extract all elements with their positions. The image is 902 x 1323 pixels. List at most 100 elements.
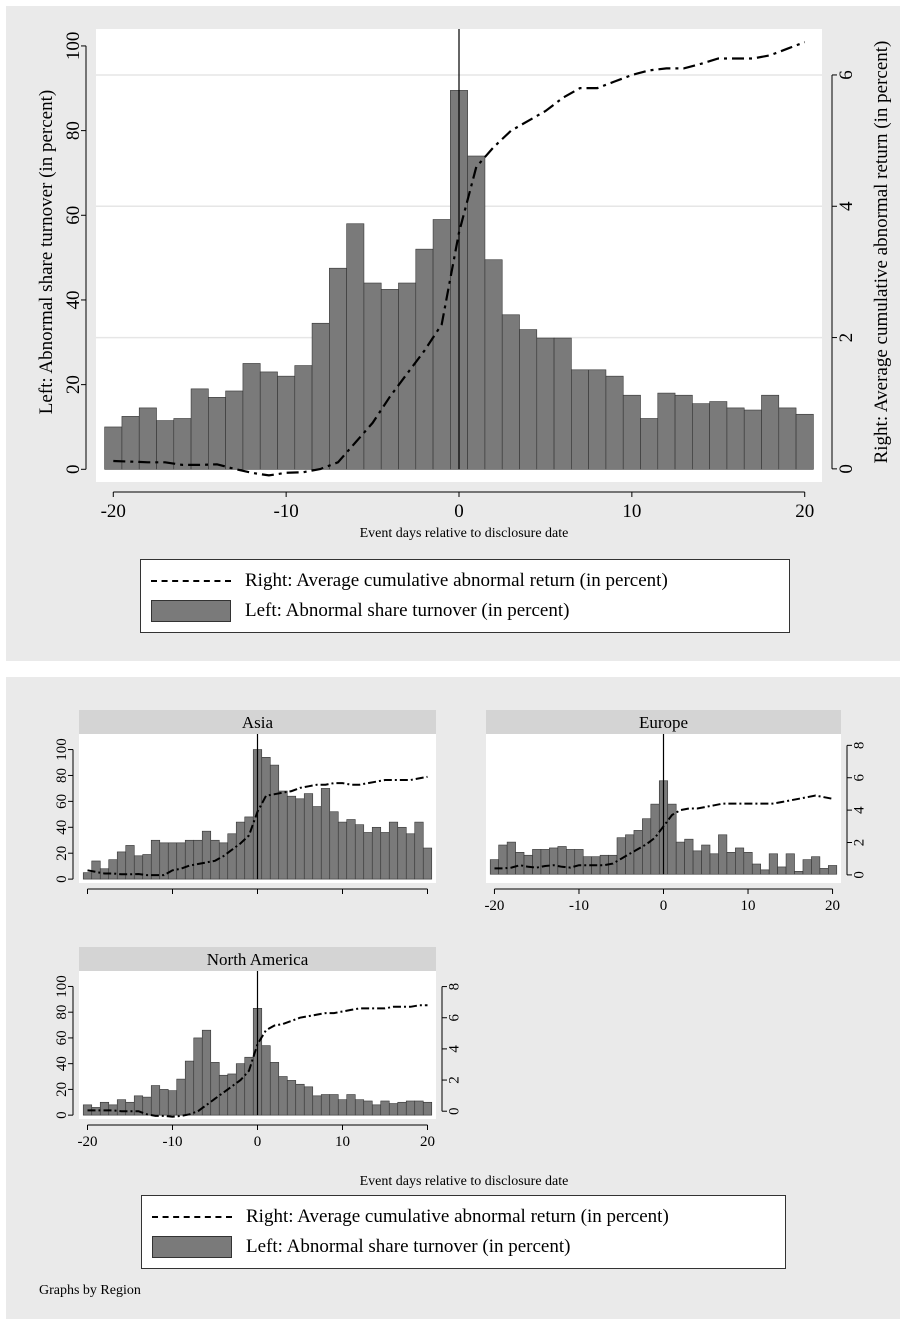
turnover-bar bbox=[235, 1063, 246, 1116]
turnover-bar bbox=[278, 790, 288, 880]
turnover-bar bbox=[201, 1029, 212, 1116]
legend-line-label: Right: Average cumulative abnormal retur… bbox=[246, 1206, 669, 1227]
right-axis-title: Right: Average cumulative abnormal retur… bbox=[871, 41, 892, 464]
turnover-bar bbox=[82, 872, 93, 880]
right-tick-label: 8 bbox=[447, 983, 463, 991]
turnover-bar bbox=[329, 1094, 339, 1116]
left-tick-label: 80 bbox=[63, 121, 84, 140]
x-tick-label: -20 bbox=[484, 898, 504, 914]
turnover-bar bbox=[159, 1089, 169, 1116]
turnover-bar bbox=[405, 833, 416, 880]
turnover-bar bbox=[795, 413, 814, 470]
x-tick-label: 0 bbox=[454, 501, 464, 522]
turnover-bar bbox=[397, 826, 407, 880]
left-tick-label: 60 bbox=[54, 1030, 70, 1045]
turnover-bar bbox=[303, 793, 314, 880]
left-tick-label: 80 bbox=[54, 1005, 70, 1020]
turnover-bar bbox=[388, 821, 399, 880]
right-tick-label: 0 bbox=[852, 871, 868, 879]
x-tick-label: -20 bbox=[101, 501, 126, 522]
turnover-bar bbox=[760, 869, 770, 875]
graphs-by-region-note: Graphs by Region bbox=[39, 1283, 141, 1298]
turnover-bar bbox=[467, 155, 486, 470]
x-tick-label: 20 bbox=[825, 898, 840, 914]
turnover-bar bbox=[709, 401, 728, 470]
turnover-bar bbox=[363, 832, 373, 880]
top-legend: Right: Average cumulative abnormal retur… bbox=[140, 559, 790, 633]
turnover-bar bbox=[312, 1095, 322, 1116]
turnover-bar bbox=[371, 826, 382, 880]
turnover-bar bbox=[184, 839, 195, 880]
pooled-chart-svg: 0 20 40 60 80 100 0 2 4 6 -20 -10 0 10 20 Event days re… bbox=[36, 29, 892, 541]
panel-title-strip bbox=[79, 710, 436, 734]
left-tick-label: 40 bbox=[54, 1056, 70, 1071]
turnover-bar bbox=[193, 1037, 203, 1116]
turnover-bar bbox=[320, 788, 331, 880]
left-tick-label: 80 bbox=[54, 768, 70, 783]
turnover-bar bbox=[501, 314, 520, 470]
turnover-bar bbox=[261, 757, 271, 880]
right-tick-label: 6 bbox=[447, 1013, 463, 1021]
turnover-bar bbox=[176, 842, 186, 880]
right-tick-label: 4 bbox=[852, 806, 868, 814]
turnover-bar bbox=[142, 1096, 152, 1116]
x-tick-label: 20 bbox=[420, 1134, 435, 1150]
turnover-bar bbox=[286, 795, 297, 880]
turnover-bar bbox=[337, 1099, 348, 1116]
turnover-bar bbox=[99, 1101, 110, 1116]
turnover-bar bbox=[269, 764, 280, 880]
right-tick-label: 0 bbox=[836, 464, 857, 474]
turnover-bar bbox=[828, 865, 838, 875]
turnover-bar bbox=[227, 1073, 237, 1116]
x-tick-label: -10 bbox=[273, 501, 298, 522]
right-tick-label: 6 bbox=[836, 70, 857, 80]
x-tick-label: -20 bbox=[78, 1134, 98, 1150]
turnover-bar bbox=[484, 259, 503, 470]
x-tick-label: -10 bbox=[569, 898, 589, 914]
turnover-bar bbox=[768, 853, 778, 875]
turnover-bar bbox=[210, 1062, 220, 1116]
turnover-bar bbox=[557, 846, 567, 875]
left-tick-label: 20 bbox=[63, 375, 84, 394]
legend-line-swatch bbox=[151, 580, 231, 582]
turnover-bar bbox=[718, 834, 728, 875]
left-tick-label: 0 bbox=[54, 1111, 70, 1119]
bottom-legend: Right: Average cumulative abnormal retur… bbox=[141, 1195, 786, 1269]
left-tick-label: 20 bbox=[54, 1082, 70, 1097]
turnover-bar bbox=[259, 371, 278, 470]
turnover-bar bbox=[625, 834, 635, 875]
turnover-bar bbox=[674, 394, 693, 470]
turnover-bar bbox=[743, 852, 753, 875]
legend-bar-label: Left: Abnormal share turnover (in percen… bbox=[245, 600, 570, 621]
turnover-bar bbox=[167, 1090, 178, 1116]
left-tick-label: 60 bbox=[54, 794, 70, 809]
turnover-bar bbox=[278, 1076, 288, 1116]
right-tick-label: 2 bbox=[852, 839, 868, 847]
turnover-bar bbox=[605, 375, 624, 470]
left-tick-label: 0 bbox=[54, 875, 70, 883]
turnover-bar bbox=[193, 839, 203, 880]
by-region-panel: 0 20 40 60 80 100 Asia 0 2 4 6 8 -20 -10 0 10 20 Europe 0 2… bbox=[6, 677, 900, 1319]
turnover-bar bbox=[398, 282, 417, 470]
panel-title-strip bbox=[79, 947, 436, 971]
turnover-bar bbox=[312, 806, 322, 880]
turnover-bar bbox=[125, 1101, 135, 1116]
legend-bar-swatch bbox=[152, 1236, 232, 1258]
turnover-bar bbox=[116, 1099, 127, 1116]
left-tick-label: 100 bbox=[63, 32, 84, 61]
turnover-bar bbox=[380, 832, 390, 880]
turnover-bar bbox=[311, 322, 330, 470]
turnover-bar bbox=[133, 855, 144, 880]
turnover-bar bbox=[397, 1101, 407, 1116]
turnover-bar bbox=[150, 1085, 161, 1116]
legend-row-line: Right: Average cumulative abnormal retur… bbox=[152, 1204, 669, 1230]
turnover-bar bbox=[811, 856, 821, 875]
turnover-bar bbox=[667, 803, 677, 875]
turnover-bar bbox=[536, 337, 555, 470]
turnover-bar bbox=[388, 1103, 399, 1116]
turnover-bar bbox=[565, 849, 576, 875]
turnover-bar bbox=[574, 849, 584, 875]
legend-line-label: Right: Average cumulative abnormal retur… bbox=[245, 570, 668, 591]
x-axis-title: Event days relative to disclosure date bbox=[360, 1174, 569, 1189]
